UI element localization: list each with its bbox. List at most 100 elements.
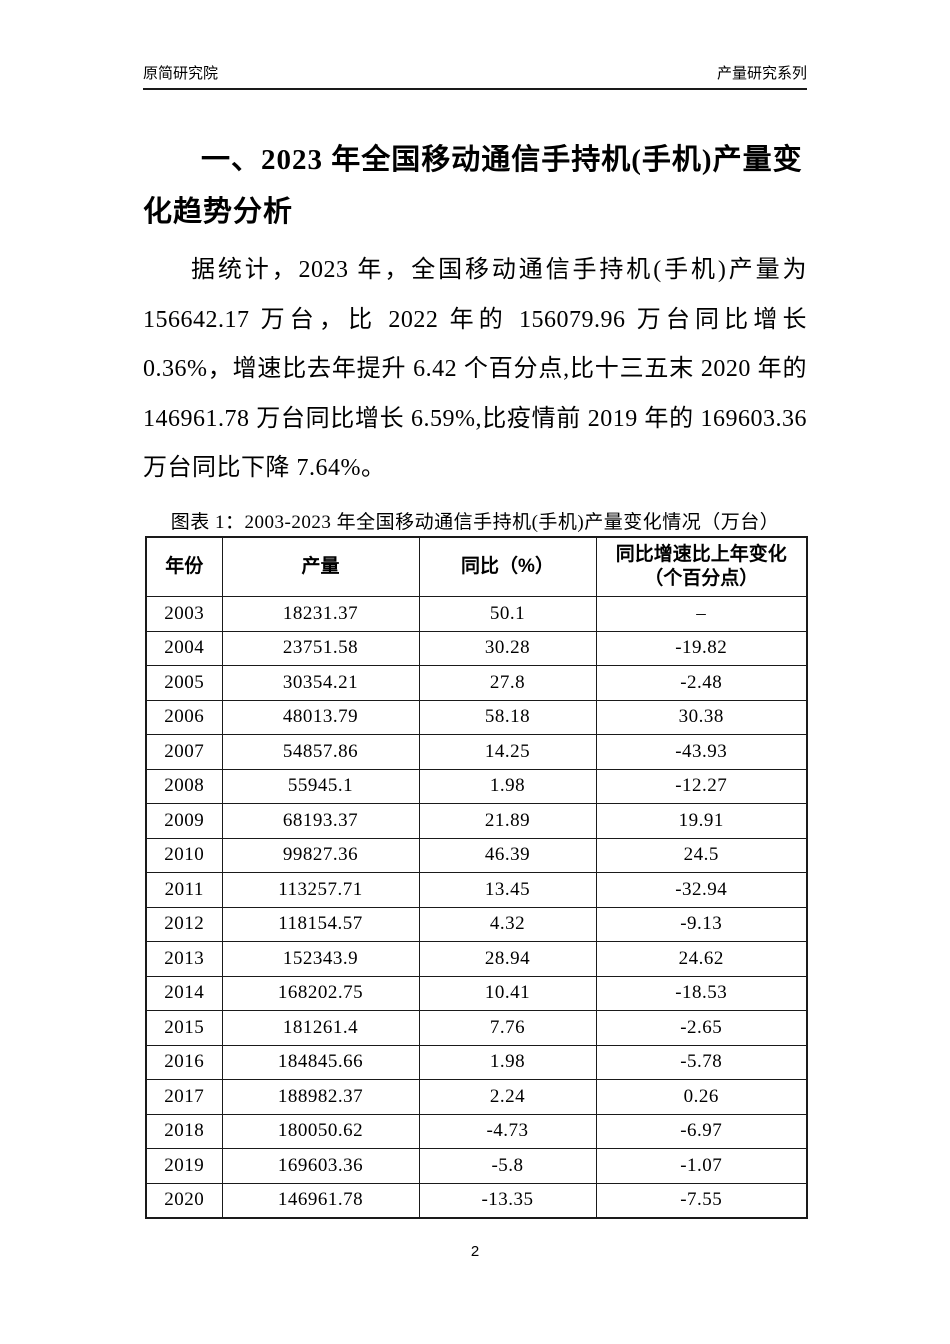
table-cell: 2.24 — [418, 1079, 597, 1115]
table-cell: 1.98 — [418, 1044, 597, 1080]
table-row: 2016 184845.66 1.98 -5.78 — [145, 1044, 808, 1080]
table-cell: 2016 — [145, 1044, 223, 1080]
table-cell: -7.55 — [595, 1182, 808, 1219]
table-cell: -1.07 — [595, 1148, 808, 1184]
table-cell: 1.98 — [418, 768, 597, 804]
table-cell: -5.78 — [595, 1044, 808, 1080]
table-cell: 184845.66 — [221, 1044, 420, 1080]
table-cell: 2017 — [145, 1079, 223, 1115]
running-header: 原简研究院 产量研究系列 — [143, 64, 807, 90]
table-cell: 2009 — [145, 803, 223, 839]
column-header-yoy: 同比（%） — [418, 536, 597, 597]
table-cell: 13.45 — [418, 872, 597, 908]
table-cell: 0.26 — [595, 1079, 808, 1115]
table-cell: -13.35 — [418, 1182, 597, 1219]
table-cell: 28.94 — [418, 941, 597, 977]
table-row: 2005 30354.21 27.8 -2.48 — [145, 665, 808, 701]
column-header-output: 产量 — [221, 536, 420, 597]
table-cell: 48013.79 — [221, 699, 420, 735]
table-cell: 181261.4 — [221, 1010, 420, 1046]
table-cell: 113257.71 — [221, 872, 420, 908]
table-cell: 2012 — [145, 906, 223, 942]
table-cell: 2019 — [145, 1148, 223, 1184]
table-row: 2017 188982.37 2.24 0.26 — [145, 1079, 808, 1115]
table-header-row: 年份 产量 同比（%） 同比增速比上年变化 （个百分点） — [145, 536, 808, 597]
table-cell: 27.8 — [418, 665, 597, 701]
table-cell: 14.25 — [418, 734, 597, 770]
body-paragraph: 据统计，2023 年，全国移动通信手持机(手机)产量为 156642.17 万台… — [143, 257, 807, 481]
table-cell: 30.28 — [418, 630, 597, 666]
table-cell: 2011 — [145, 872, 223, 908]
table-cell: 118154.57 — [221, 906, 420, 942]
table-row: 2010 99827.36 46.39 24.5 — [145, 837, 808, 873]
table-row: 2014 168202.75 10.41 -18.53 — [145, 975, 808, 1011]
table-cell: 2007 — [145, 734, 223, 770]
header-left-text: 原简研究院 — [143, 65, 219, 82]
table-cell: -2.65 — [595, 1010, 808, 1046]
table-cell: 2020 — [145, 1182, 223, 1219]
table-cell: 50.1 — [418, 596, 597, 632]
table-cell: 168202.75 — [221, 975, 420, 1011]
table-cell: 152343.9 — [221, 941, 420, 977]
table-cell: 2018 — [145, 1113, 223, 1149]
table-cell: 24.62 — [595, 941, 808, 977]
table-cell: – — [595, 596, 808, 632]
table-row: 2020 146961.78 -13.35 -7.55 — [145, 1182, 808, 1219]
table-cell: 2010 — [145, 837, 223, 873]
table-cell: 169603.36 — [221, 1148, 420, 1184]
table-cell: 30.38 — [595, 699, 808, 735]
table-caption: 图表 1：2003-2023 年全国移动通信手持机(手机)产量变化情况（万台） — [170, 512, 780, 533]
table-header: 年份 产量 同比（%） 同比增速比上年变化 （个百分点） — [145, 536, 808, 597]
table-cell: 4.32 — [418, 906, 597, 942]
page-number: 2 — [470, 1243, 480, 1260]
table-cell: -12.27 — [595, 768, 808, 804]
table-cell: -9.13 — [595, 906, 808, 942]
table-cell: 54857.86 — [221, 734, 420, 770]
table-cell: 7.76 — [418, 1010, 597, 1046]
section-title: 一、2023 年全国移动通信手持机(手机)产量变化趋势分析 — [143, 144, 803, 228]
table-cell: 24.5 — [595, 837, 808, 873]
table-cell: 2004 — [145, 630, 223, 666]
table-row: 2009 68193.37 21.89 19.91 — [145, 803, 808, 839]
table-cell: -4.73 — [418, 1113, 597, 1149]
table-cell: 18231.37 — [221, 596, 420, 632]
table-cell: 23751.58 — [221, 630, 420, 666]
header-right-text: 产量研究系列 — [716, 65, 807, 82]
table-cell: 19.91 — [595, 803, 808, 839]
table-cell: 146961.78 — [221, 1182, 420, 1219]
table-row: 2003 18231.37 50.1– — [145, 596, 808, 632]
table-cell: 2015 — [145, 1010, 223, 1046]
table-cell: 2006 — [145, 699, 223, 735]
table-cell: -43.93 — [595, 734, 808, 770]
table-cell: 99827.36 — [221, 837, 420, 873]
table-cell: -32.94 — [595, 872, 808, 908]
table-cell: 188982.37 — [221, 1079, 420, 1115]
production-table: 年份 产量 同比（%） 同比增速比上年变化 （个百分点） 2003 18231.3… — [145, 536, 808, 1219]
table-cell: 21.89 — [418, 803, 597, 839]
table-cell: -5.8 — [418, 1148, 597, 1184]
table-row: 2012 118154.57 4.32 -9.13 — [145, 906, 808, 942]
table-cell: 10.41 — [418, 975, 597, 1011]
table-row: 2013 152343.9 28.94 24.62 — [145, 941, 808, 977]
table-row: 2019 169603.36 -5.8 -1.07 — [145, 1148, 808, 1184]
table-cell: -6.97 — [595, 1113, 808, 1149]
table-row: 2004 23751.58 30.28 -19.82 — [145, 630, 808, 666]
table-cell: 2013 — [145, 941, 223, 977]
table-cell: 2003 — [145, 596, 223, 632]
table-body: 2003 18231.37 50.1–2004 23751.58 30.28 -19.82… — [145, 596, 808, 1219]
column-header-change: 同比增速比上年变化 （个百分点） — [595, 536, 808, 597]
table-cell: 180050.62 — [221, 1113, 420, 1149]
table-cell: 30354.21 — [221, 665, 420, 701]
table-cell: 68193.37 — [221, 803, 420, 839]
table-cell: -19.82 — [595, 630, 808, 666]
table-cell: 46.39 — [418, 837, 597, 873]
table-cell: -18.53 — [595, 975, 808, 1011]
table-row: 2018 180050.62 -4.73 -6.97 — [145, 1113, 808, 1149]
table-row: 2008 55945.1 1.98 -12.27 — [145, 768, 808, 804]
table-cell: 2005 — [145, 665, 223, 701]
table-cell: 55945.1 — [221, 768, 420, 804]
table-row: 2011 113257.71 13.45 -32.94 — [145, 872, 808, 908]
table-cell: 58.18 — [418, 699, 597, 735]
column-header-year: 年份 — [145, 536, 223, 597]
